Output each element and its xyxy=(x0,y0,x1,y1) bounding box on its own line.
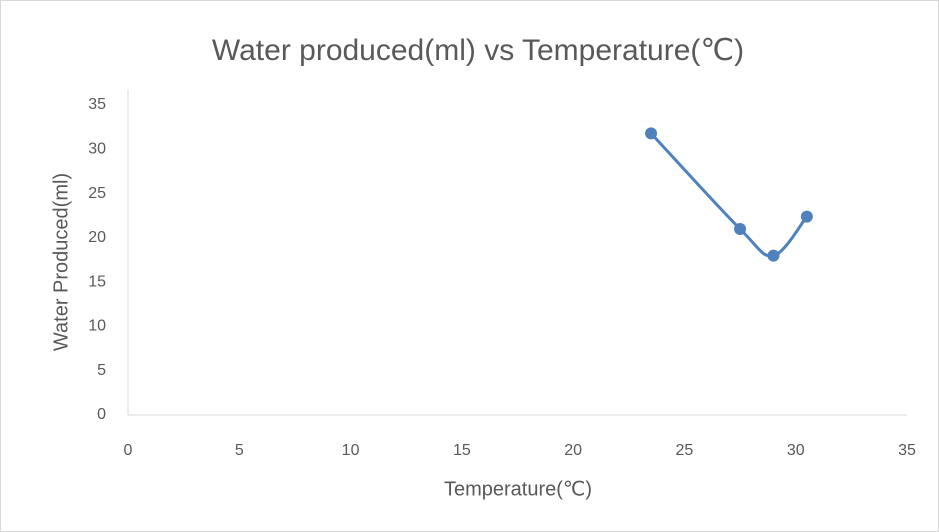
x-axis-label: Temperature(℃) xyxy=(444,478,592,500)
y-tick-label: 0 xyxy=(97,406,106,423)
y-tick-label: 25 xyxy=(88,185,106,202)
y-tick-label: 35 xyxy=(88,96,106,113)
data-point xyxy=(800,210,813,223)
data-point xyxy=(734,223,747,235)
y-tick-label: 5 xyxy=(97,362,106,379)
data-line xyxy=(649,132,809,258)
data-point xyxy=(767,249,780,262)
x-tick-label: 20 xyxy=(564,442,582,459)
y-tick-label: 30 xyxy=(88,141,106,158)
x-tick-label: 15 xyxy=(453,442,471,459)
y-tick-label: 20 xyxy=(88,229,106,246)
x-tick-label: 0 xyxy=(124,442,133,459)
x-tick-label: 25 xyxy=(676,442,694,459)
x-tick-label: 10 xyxy=(342,442,360,459)
data-point xyxy=(645,127,658,140)
chart-title: Water produced(ml) vs Temperature(℃) xyxy=(212,34,744,67)
x-tick-label: 30 xyxy=(787,442,805,459)
x-tick-label: 35 xyxy=(898,442,916,459)
y-axis-label: Water Produced(ml) xyxy=(50,173,72,351)
x-tick-label: 5 xyxy=(235,442,244,459)
y-tick-label: 15 xyxy=(88,273,106,290)
y-tick-label: 10 xyxy=(88,318,106,335)
